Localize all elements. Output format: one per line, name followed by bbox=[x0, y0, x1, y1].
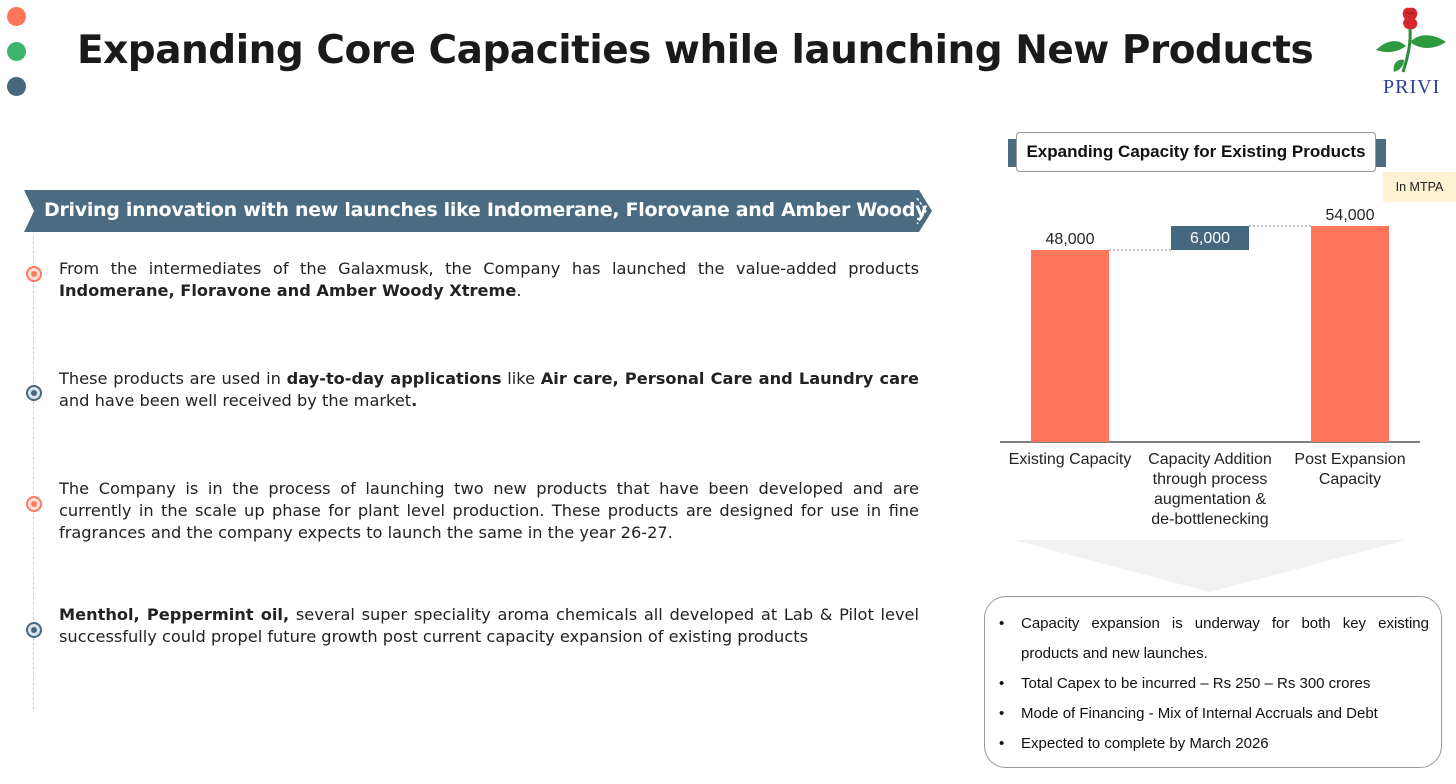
chart-bar-3 bbox=[1311, 226, 1389, 442]
capacity-waterfall-chart: 48,000 Existing Capacity 6,000 Capacity Add… bbox=[1000, 207, 1420, 528]
section-banner bbox=[24, 190, 932, 232]
summary-list: • Capacity expansion is underway for both… bbox=[999, 609, 1429, 759]
point-2-text: These products are used in day-to-day ap… bbox=[59, 368, 919, 412]
decor-dot-green bbox=[7, 42, 26, 61]
point-3-text: The Company is in the process of launchi… bbox=[59, 478, 919, 544]
chart-category-label: Existing Capacity bbox=[1009, 451, 1132, 468]
point-segment: From the intermediates of the Galaxmusk,… bbox=[59, 259, 919, 278]
chart-bar-2 bbox=[1171, 226, 1249, 250]
summary-item-text: Mode of Financing - Mix of Internal Accr… bbox=[1021, 705, 1378, 722]
summary-item: • Capacity expansion is underway for both… bbox=[999, 609, 1429, 669]
point-1-text: From the intermediates of the Galaxmusk,… bbox=[59, 258, 919, 302]
point-segment: several super speciality aroma chemicals… bbox=[59, 605, 920, 646]
point-segment: Menthol, Peppermint oil, bbox=[59, 605, 290, 624]
point-segment: Air care, Personal Care and Laundry care bbox=[540, 369, 919, 388]
timeline-line bbox=[33, 236, 34, 710]
point-segment: These products are used in bbox=[59, 369, 287, 388]
bullet-point: • bbox=[999, 735, 1005, 752]
summary-item-text: Capacity expansion is underway for both … bbox=[1021, 615, 1429, 662]
summary-item-text: Total Capex to be incurred – Rs 250 – Rs… bbox=[1021, 675, 1371, 692]
point-segment: . bbox=[411, 391, 418, 410]
chart-bar-1 bbox=[1031, 250, 1109, 442]
chart-category-label: Post Expansion bbox=[1294, 451, 1405, 468]
summary-box: • Capacity expansion is underway for both… bbox=[984, 596, 1442, 768]
point-segment: The Company is in the process of launchi… bbox=[59, 479, 919, 542]
point-4-text: Menthol, Peppermint oil, several super s… bbox=[59, 604, 919, 648]
chart-category-label: Capacity bbox=[1319, 471, 1381, 488]
page-title: Expanding Core Capacities while launchin… bbox=[77, 28, 1314, 73]
summary-item: • Expected to complete by March 2026 bbox=[999, 729, 1429, 759]
chart-category-label: Capacity Addition bbox=[1148, 451, 1272, 468]
chart-category-label: augmentation & bbox=[1154, 491, 1266, 508]
decor-dot-orange bbox=[7, 7, 26, 26]
chart-value-label-3: 54,000 bbox=[1326, 207, 1375, 224]
summary-item-text: Expected to complete by March 2026 bbox=[1021, 735, 1269, 752]
summary-item: • Mode of Financing - Mix of Internal Acc… bbox=[999, 699, 1429, 729]
chart-category-label: through process bbox=[1153, 471, 1268, 488]
bullet-point: • bbox=[999, 705, 1005, 722]
point-segment: like bbox=[501, 369, 541, 388]
unit-label: In MTPA bbox=[1383, 172, 1456, 202]
decor-dot-blue bbox=[7, 77, 26, 96]
summary-item: • Total Capex to be incurred – Rs 250 – R… bbox=[999, 669, 1429, 699]
logo-text: PRIVI bbox=[1383, 76, 1441, 98]
privi-logo bbox=[1376, 7, 1446, 73]
banner-text: Driving innovation with new launches lik… bbox=[44, 199, 1011, 221]
chart-value-label-1: 48,000 bbox=[1046, 231, 1095, 248]
down-arrow-shape bbox=[1014, 540, 1406, 592]
bullet-point: • bbox=[999, 615, 1005, 632]
point-segment: and have been well received by the marke… bbox=[59, 391, 412, 410]
bullet-marker-3 bbox=[26, 496, 42, 512]
chart-category-label: de-bottlenecking bbox=[1151, 511, 1268, 528]
bullet-marker-2 bbox=[26, 385, 42, 401]
point-segment: Indomerane, Floravone and Amber Woody Xt… bbox=[59, 281, 517, 300]
bullet-marker-1 bbox=[26, 266, 42, 282]
point-segment: day-to-day applications bbox=[286, 369, 502, 388]
point-segment: . bbox=[516, 281, 522, 300]
bullet-point: • bbox=[999, 675, 1005, 692]
chart-header: Expanding Capacity for Existing Products bbox=[1016, 132, 1376, 172]
chart-value-label-2: 6,000 bbox=[1190, 230, 1230, 247]
bullet-marker-4 bbox=[26, 622, 42, 638]
